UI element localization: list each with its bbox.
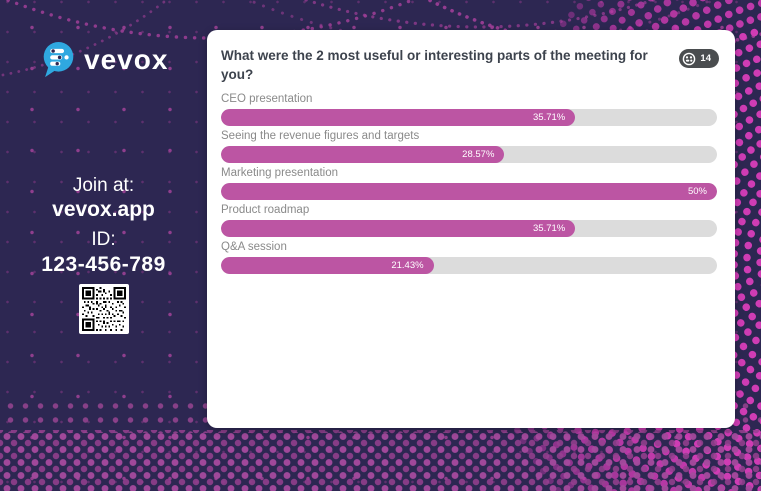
join-instructions: Join at: vevox.app	[0, 174, 207, 222]
poll-option-label: Product roadmap	[221, 204, 310, 216]
poll-option-label: CEO presentation	[221, 93, 313, 105]
poll-results-card: 14 What were the 2 most useful or intere…	[207, 30, 735, 428]
poll-option-label: Marketing presentation	[221, 167, 338, 179]
poll-option-label: Q&A session	[221, 241, 287, 253]
poll-options-list: CEO presentation 35.71% Seeing the reven…	[221, 93, 717, 274]
poll-bar-track: 28.57%	[221, 146, 717, 163]
logo-wordmark: vevox	[84, 44, 169, 75]
branding-sidebar: vevox Join at: vevox.app ID: 123-456-789	[0, 0, 207, 491]
join-url: vevox.app	[52, 198, 155, 221]
vevox-logo: vevox	[40, 40, 168, 80]
join-at-label: Join at:	[72, 175, 135, 196]
poll-bar-fill: 21.43%	[221, 257, 434, 274]
poll-option-row: Product roadmap 35.71%	[221, 204, 717, 237]
poll-bar-percent: 35.71%	[533, 112, 566, 123]
poll-bar-fill: 35.71%	[221, 109, 576, 126]
respondents-badge: 14	[679, 49, 719, 68]
poll-option-row: Q&A session 21.43%	[221, 241, 717, 274]
qr-code	[79, 284, 129, 334]
poll-bar-percent: 28.57%	[462, 149, 495, 160]
session-id-label: ID:	[91, 229, 116, 250]
poll-question: What were the 2 most useful or interesti…	[221, 48, 648, 82]
poll-option-row: Seeing the revenue figures and targets 2…	[221, 130, 717, 163]
poll-option-label: Seeing the revenue figures and targets	[221, 130, 420, 142]
poll-bar-percent: 21.43%	[391, 260, 424, 271]
poll-bar-track: 35.71%	[221, 220, 717, 237]
respondents-count-icon	[683, 52, 696, 65]
respondents-count: 14	[700, 53, 711, 64]
session-id-block: ID: 123-456-789	[0, 228, 207, 277]
poll-option-row: CEO presentation 35.71%	[221, 93, 717, 126]
poll-bar-fill: 50%	[221, 183, 717, 200]
poll-bar-percent: 35.71%	[533, 223, 566, 234]
poll-option-row: Marketing presentation 50%	[221, 167, 717, 200]
poll-bar-track: 50%	[221, 183, 717, 200]
poll-bar-track: 35.71%	[221, 109, 717, 126]
vevox-speech-bubble-icon	[43, 41, 74, 78]
poll-bar-percent: 50%	[687, 186, 707, 197]
poll-bar-fill: 35.71%	[221, 220, 576, 237]
poll-bar-fill: 28.57%	[221, 146, 505, 163]
session-id-value: 123-456-789	[41, 253, 166, 276]
poll-bar-track: 21.43%	[221, 257, 717, 274]
